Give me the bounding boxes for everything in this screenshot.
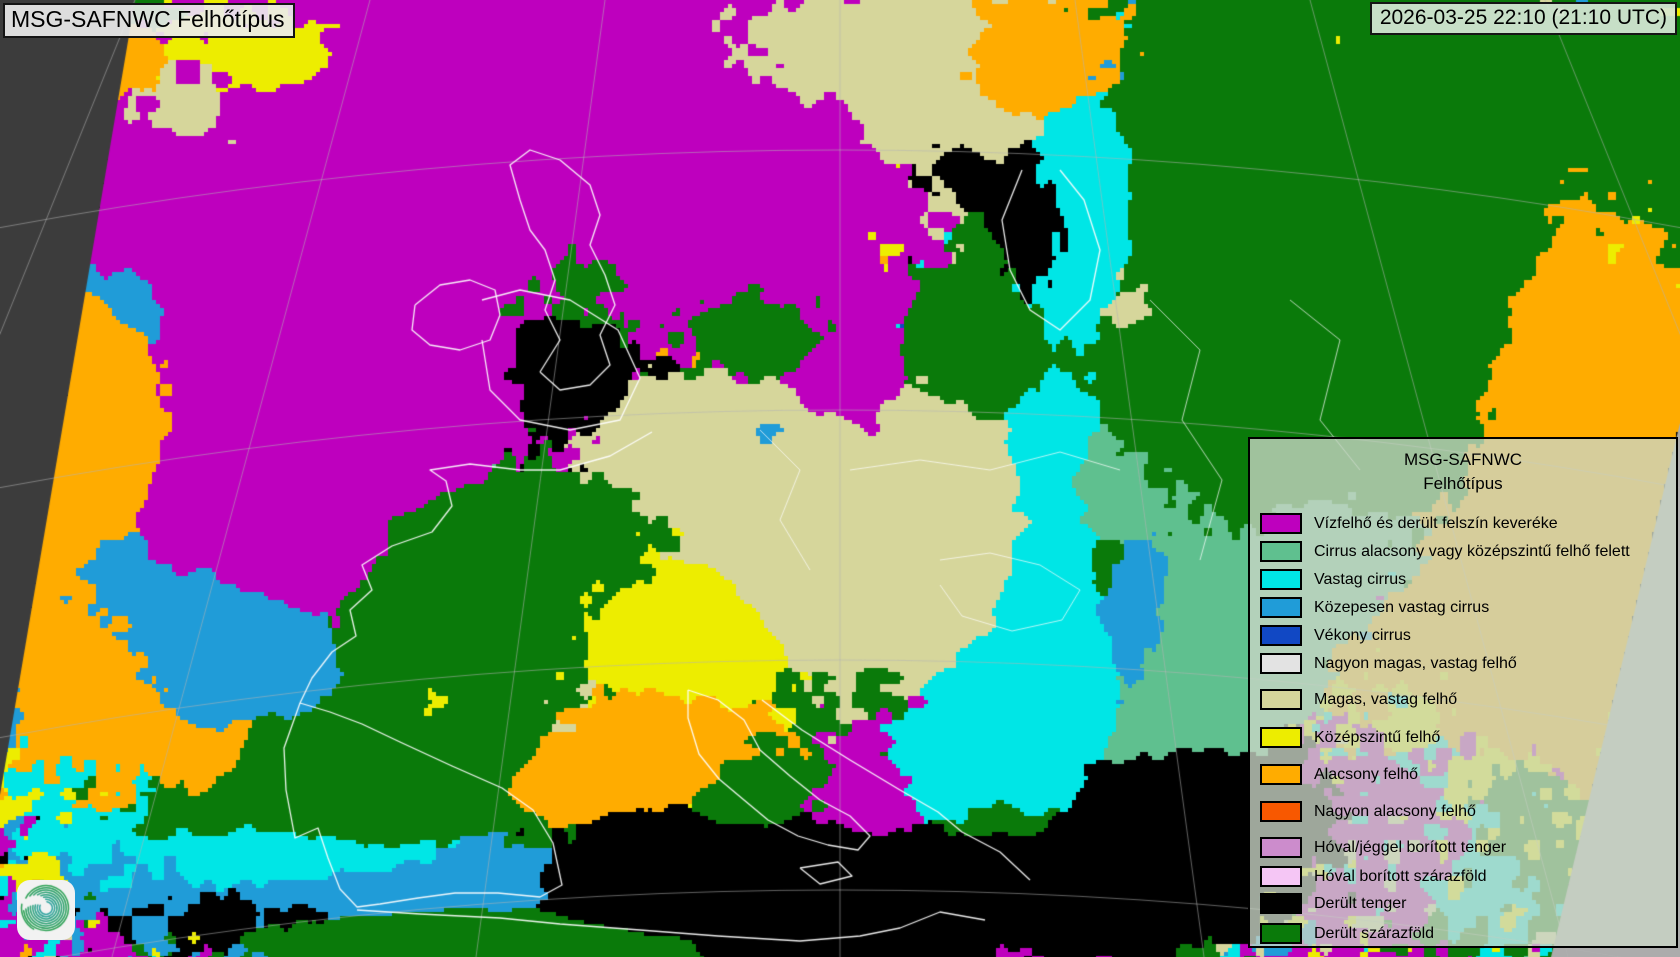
legend-item-label: Nagyon alacsony felhő [1314, 803, 1476, 820]
spiral-icon [17, 880, 75, 940]
legend-color-swatch [1260, 764, 1302, 785]
legend-item: Középszintű felhő [1250, 727, 1676, 749]
legend-item: Vízfelhő és derült felszín keveréke [1250, 513, 1676, 535]
legend-color-swatch [1260, 653, 1302, 674]
legend-item: Nagyon magas, vastag felhő [1250, 653, 1676, 675]
legend-color-swatch [1260, 689, 1302, 710]
legend-item: Hóval borított szárazföld [1250, 866, 1676, 888]
legend-item-label: Cirrus alacsony vagy középszintű felhő f… [1314, 543, 1630, 560]
legend-item: Cirrus alacsony vagy középszintű felhő f… [1250, 541, 1676, 563]
legend-item: Derült tenger [1250, 893, 1676, 915]
legend-color-swatch [1260, 541, 1302, 562]
legend: MSG-SAFNWC Felhőtípus Vízfelhő és derült… [1248, 437, 1678, 948]
legend-item-label: Magas, vastag felhő [1314, 691, 1458, 708]
legend-color-swatch [1260, 569, 1302, 590]
legend-item: Vastag cirrus [1250, 569, 1676, 591]
legend-color-swatch [1260, 801, 1302, 822]
legend-item: Alacsony felhő [1250, 764, 1676, 786]
legend-item-label: Alacsony felhő [1314, 766, 1419, 783]
legend-color-swatch [1260, 866, 1302, 887]
legend-item: Vékony cirrus [1250, 625, 1676, 647]
timestamp: 2026-03-25 22:10 (21:10 UTC) [1369, 2, 1677, 35]
legend-item-label: Derült szárazföld [1314, 925, 1435, 942]
legend-color-swatch [1260, 727, 1302, 748]
legend-color-swatch [1260, 597, 1302, 618]
legend-item-label: Vízfelhő és derült felszín keveréke [1314, 515, 1558, 532]
legend-item-label: Vékony cirrus [1314, 627, 1411, 644]
legend-item: Magas, vastag felhő [1250, 689, 1676, 711]
legend-title-line1: MSG-SAFNWC [1403, 450, 1523, 469]
legend-item-label: Középszintű felhő [1314, 729, 1441, 746]
legend-title-line2: Felhőtípus [1423, 474, 1503, 493]
legend-item-label: Derült tenger [1314, 895, 1407, 912]
legend-color-swatch [1260, 923, 1302, 944]
legend-color-swatch [1260, 893, 1302, 914]
legend-item-label: Vastag cirrus [1314, 571, 1407, 588]
legend-color-swatch [1260, 837, 1302, 858]
legend-item: Közepesen vastag cirrus [1250, 597, 1676, 619]
legend-item-label: Hóval/jéggel borított tenger [1314, 839, 1507, 856]
legend-color-swatch [1260, 513, 1302, 534]
legend-item: Derült szárazföld [1250, 923, 1676, 945]
product-title: MSG-SAFNWC Felhőtípus [3, 3, 295, 38]
legend-color-swatch [1260, 625, 1302, 646]
legend-item: Nagyon alacsony felhő [1250, 801, 1676, 823]
legend-item-label: Hóval borított szárazföld [1314, 868, 1487, 885]
legend-item: Hóval/jéggel borított tenger [1250, 837, 1676, 859]
legend-item-label: Nagyon magas, vastag felhő [1314, 655, 1517, 672]
met-spiral-logo [17, 880, 75, 940]
legend-item-label: Közepesen vastag cirrus [1314, 599, 1490, 616]
